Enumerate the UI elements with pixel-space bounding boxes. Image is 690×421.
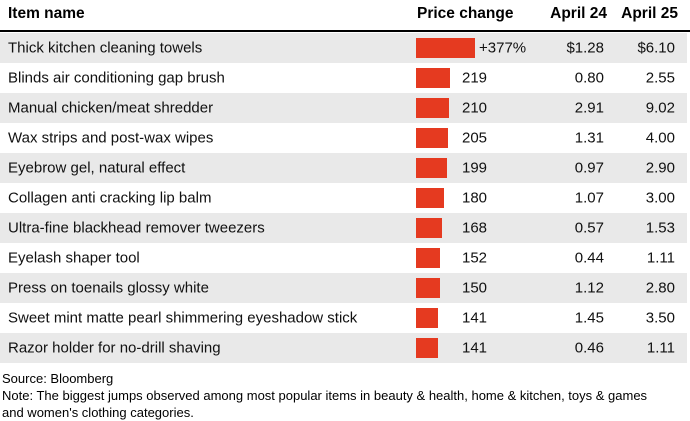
source-text: Source: Bloomberg (2, 371, 114, 386)
table-row: Collagen anti cracking lip balm 180 1.07 3.… (0, 183, 687, 213)
april-25-value: 2.80 (645, 279, 675, 297)
item-name: Eyebrow gel, natural effect (8, 159, 186, 177)
item-name: Razor holder for no-drill shaving (8, 339, 221, 357)
chart-footer: Source: Bloomberg Note: The biggest jump… (0, 370, 690, 421)
april-25-value: 2.90 (645, 159, 675, 177)
price-change-value: 141 (462, 309, 488, 327)
price-change-bar (416, 278, 440, 298)
table-row: Eyelash shaper tool 152 0.44 1.11 (0, 243, 687, 273)
item-name: Ultra-fine blackhead remover tweezers (8, 219, 265, 237)
april-24-value: 1.45 (574, 309, 604, 327)
price-change-bar (416, 68, 451, 88)
price-change-value: 150 (462, 279, 488, 297)
price-change-bar (416, 218, 443, 238)
april-25-value: 1.53 (645, 219, 675, 237)
table-row: Razor holder for no-drill shaving 141 0.46… (0, 333, 687, 363)
april-24-value: 2.91 (574, 99, 604, 117)
april-25-value: 4.00 (645, 129, 675, 147)
april-24-value: 0.57 (574, 219, 604, 237)
item-name: Eyelash shaper tool (8, 249, 140, 267)
price-change-value: 152 (462, 249, 488, 267)
april-25-value: 9.02 (645, 99, 675, 117)
item-name: Blinds air conditioning gap brush (8, 69, 225, 87)
header-april-25: April 25 (621, 5, 678, 22)
price-change-value: 180 (462, 189, 488, 207)
price-change-bar (416, 338, 439, 358)
header-item-name: Item name (8, 5, 85, 22)
april-25-value: 2.55 (645, 69, 675, 87)
table-row: Sweet mint matte pearl shimmering eyesha… (0, 303, 687, 333)
note-text: Note: The biggest jumps observed among m… (2, 388, 648, 420)
header-april-24: April 24 (550, 5, 607, 22)
item-name: Manual chicken/meat shredder (8, 99, 214, 117)
april-24-value: 1.31 (574, 129, 604, 147)
table-row: Wax strips and post-wax wipes 205 1.31 4.00 (0, 123, 687, 153)
april-25-value: 3.50 (645, 309, 675, 327)
april-25-value: 1.11 (646, 249, 675, 267)
price-change-value: 210 (462, 99, 488, 117)
april-25-value: 3.00 (645, 189, 675, 207)
april-24-value: 0.80 (574, 69, 604, 87)
item-name: Wax strips and post-wax wipes (8, 129, 214, 147)
price-change-value: 219 (462, 69, 488, 87)
april-24-value: 1.12 (574, 279, 604, 297)
april-25-value: 1.11 (646, 339, 675, 357)
table-row: Thick kitchen cleaning towels +377% $1.28 $… (0, 33, 687, 63)
table-body: Thick kitchen cleaning towels +377% $1.28 $… (0, 32, 690, 363)
table-row: Eyebrow gel, natural effect 199 0.97 2.90 (0, 153, 687, 183)
table-row: Blinds air conditioning gap brush 219 0.80… (0, 63, 687, 93)
price-change-value: 199 (462, 159, 488, 177)
april-24-value: 0.97 (574, 159, 604, 177)
price-change-value: 168 (462, 219, 488, 237)
item-name: Sweet mint matte pearl shimmering eyesha… (8, 309, 358, 327)
price-change-value: 205 (462, 129, 488, 147)
price-change-value: 141 (462, 339, 488, 357)
table-row: Manual chicken/meat shredder 210 2.91 9.02 (0, 93, 687, 123)
item-name: Collagen anti cracking lip balm (8, 189, 212, 207)
april-25-value: $6.10 (637, 39, 675, 57)
item-name: Thick kitchen cleaning towels (8, 39, 203, 57)
table-header: Item name Price change April 24 April 25 (0, 0, 690, 32)
price-change-bar (416, 38, 475, 58)
april-24-value: 1.07 (574, 189, 604, 207)
price-change-bar (416, 158, 448, 178)
item-name: Press on toenails glossy white (8, 279, 209, 297)
april-24-value: 0.44 (574, 249, 604, 267)
price-change-value: +377% (479, 39, 527, 57)
price-change-bar (416, 308, 439, 328)
price-change-bar (416, 188, 445, 208)
table-row: Ultra-fine blackhead remover tweezers 168… (0, 213, 687, 243)
price-change-bar (416, 248, 440, 268)
price-change-bar (416, 98, 449, 118)
price-change-bar (416, 128, 449, 148)
price-change-table: Item name Price change April 24 April 25… (0, 0, 690, 363)
header-price-change: Price change (417, 5, 514, 22)
april-24-value: 0.46 (574, 339, 604, 357)
april-24-value: $1.28 (566, 39, 604, 57)
table-row: Press on toenails glossy white 150 1.12 2.8… (0, 273, 687, 303)
